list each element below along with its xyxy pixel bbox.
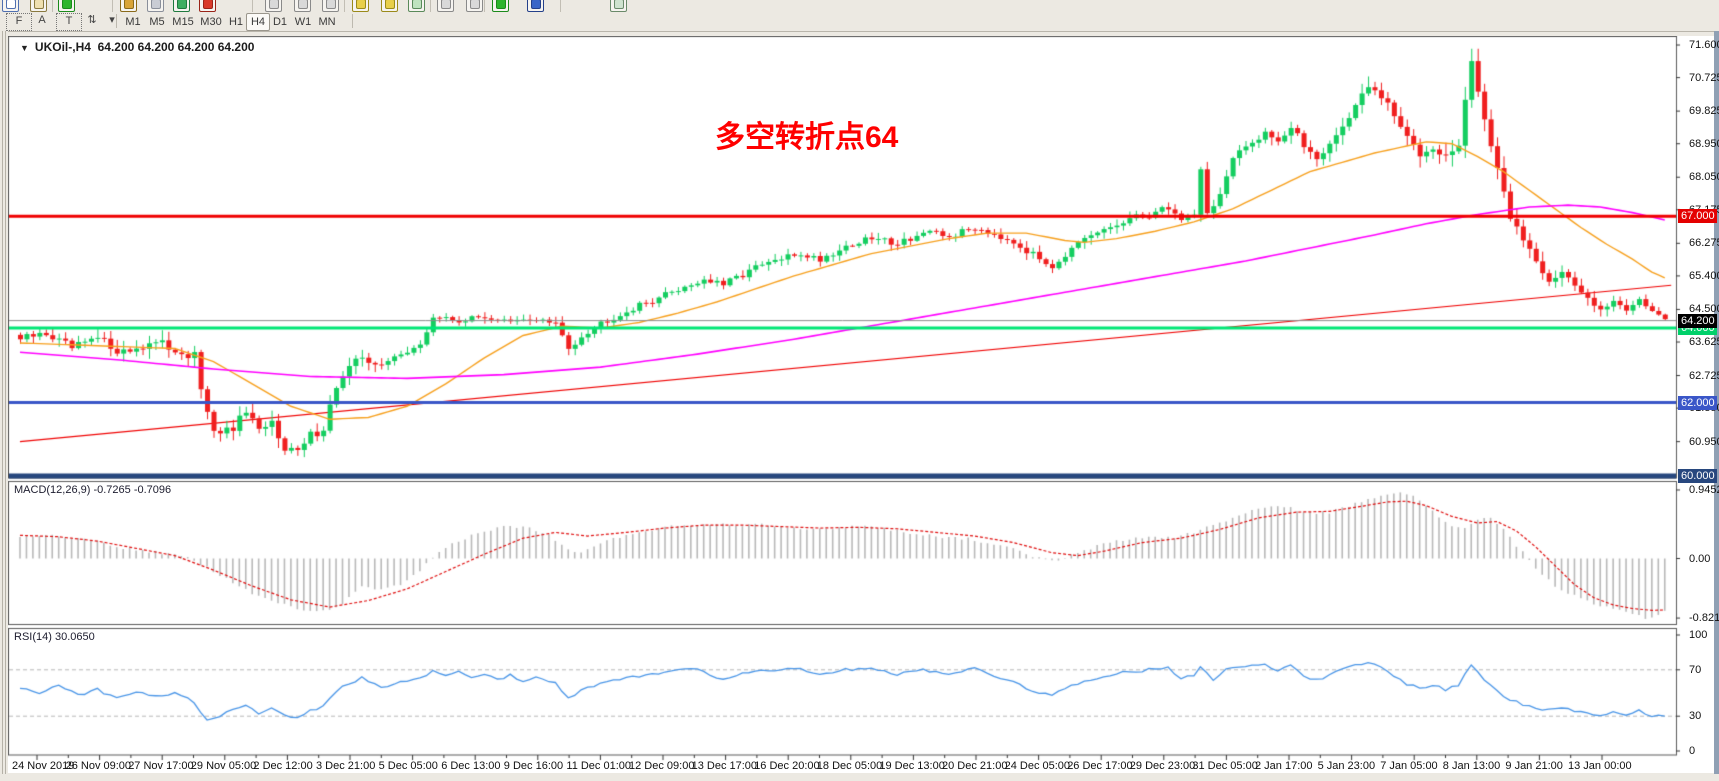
toolbar-separator: [252, 0, 253, 12]
new-order-icon[interactable]: [58, 0, 75, 12]
toolbar-separator: [52, 0, 53, 12]
hsplit-icon-glyph: [441, 0, 451, 9]
new-chart-icon[interactable]: [2, 0, 19, 12]
cursor-tool-icon-glyph: [269, 0, 279, 9]
vsplit-icon-glyph: [470, 0, 480, 9]
print-icon-glyph: [151, 0, 161, 9]
tf-button-M5[interactable]: M5: [149, 16, 165, 28]
tf-button-H1[interactable]: H1: [228, 16, 244, 28]
right-frame-strip: [1714, 31, 1719, 781]
frame-groove: [2, 31, 3, 781]
dropdown-caret-icon[interactable]: ▾: [109, 14, 115, 26]
snap-grid-tool-icon[interactable]: F: [6, 13, 32, 31]
frame-groove: [5, 31, 6, 781]
stop-icon[interactable]: [199, 0, 216, 12]
text-tool-icon[interactable]: T: [56, 13, 82, 31]
toolbar-separator: [430, 0, 431, 12]
add-indicator-icon[interactable]: [492, 0, 509, 12]
crosshair-tool-icon-glyph: [298, 0, 308, 9]
toolbar-separator: [484, 0, 485, 12]
hsplit-icon[interactable]: [437, 0, 454, 12]
zoom-icon-glyph: [34, 0, 44, 9]
compass-icon[interactable]: [120, 0, 137, 12]
hline-tool-icon[interactable]: [322, 0, 339, 12]
navigator-icon[interactable]: [173, 0, 190, 12]
chart-canvas[interactable]: [8, 36, 1714, 773]
cursor-tool-icon[interactable]: [265, 0, 282, 12]
stop-icon-glyph: [203, 0, 213, 9]
print-icon[interactable]: [147, 0, 164, 12]
tf-button-MN[interactable]: MN: [318, 16, 336, 28]
tf-button-M30[interactable]: M30: [200, 16, 222, 28]
pencil-tool-icon-glyph: [385, 0, 395, 9]
vsplit-icon[interactable]: [466, 0, 483, 12]
bottom-frame-strip: [0, 774, 1719, 781]
new-chart-icon-glyph: [6, 0, 16, 9]
tf-button-M15[interactable]: M15: [172, 16, 194, 28]
chart-window[interactable]: [8, 36, 1714, 773]
toolbar-separator: [344, 0, 345, 12]
navigator-icon-glyph: [177, 0, 187, 9]
grid-icon-glyph: [614, 0, 624, 9]
crosshair-tool-icon[interactable]: [294, 0, 311, 12]
tf-button-H4[interactable]: H4: [246, 13, 270, 31]
toolbar-separator: [560, 0, 561, 12]
main-toolbar: [0, 0, 1719, 13]
compass-icon-glyph: [124, 0, 134, 9]
hline-tool-icon-glyph: [326, 0, 336, 9]
timeframe-toolbar: F A T ⇅ ▾ M1 M5 M15 M30 H1 H4 D1 W1 MN: [0, 12, 1719, 32]
toolbar-separator: [112, 0, 113, 12]
new-order-icon-glyph: [62, 0, 72, 9]
trendline-tool-icon-glyph: [356, 0, 366, 9]
grid-icon[interactable]: [610, 0, 627, 12]
autotrade-icon[interactable]: [527, 0, 544, 12]
tf-button-W1[interactable]: W1: [294, 16, 312, 28]
toolbar-separator: [352, 14, 353, 28]
pencil-tool-icon[interactable]: [381, 0, 398, 12]
toolbar-separator: [116, 14, 117, 28]
fibonacci-tool-icon-glyph: [412, 0, 422, 9]
indicator-sort-tool-icon[interactable]: ⇅: [87, 14, 97, 26]
fibonacci-tool-icon[interactable]: [408, 0, 425, 12]
font-tool-icon[interactable]: A: [38, 14, 46, 26]
trendline-tool-icon[interactable]: [352, 0, 369, 12]
add-indicator-icon-glyph: [496, 0, 506, 9]
tf-button-D1[interactable]: D1: [272, 16, 288, 28]
zoom-icon[interactable]: [30, 0, 47, 12]
left-frame-strip: [0, 31, 8, 781]
tf-button-M1[interactable]: M1: [125, 16, 141, 28]
autotrade-icon-glyph: [531, 0, 541, 9]
